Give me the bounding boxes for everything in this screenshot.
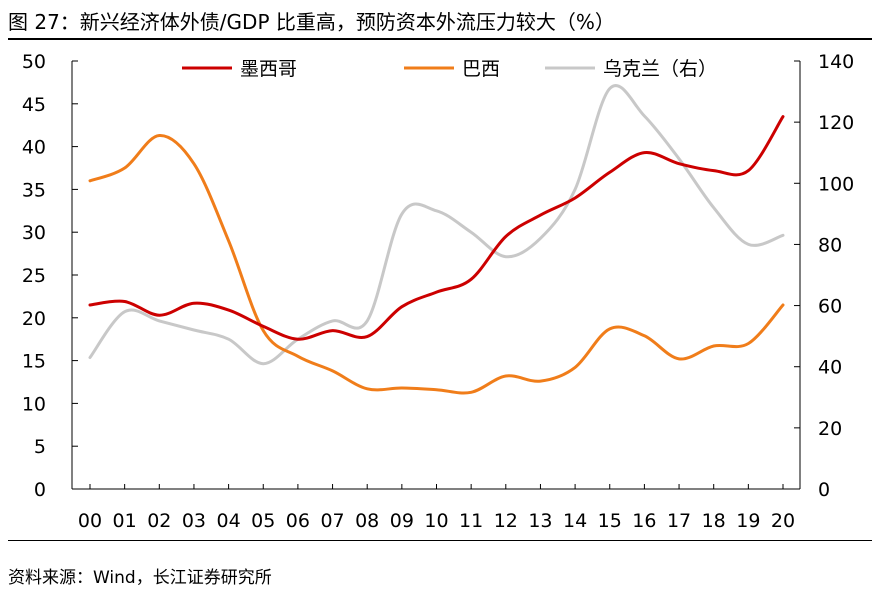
figure-title: 图 27：新兴经济体外债/GDP 比重高，预防资本外流压力较大（%） <box>8 10 615 34</box>
x-axis-tick-label: 04 <box>217 510 241 532</box>
series-line-0 <box>88 115 785 341</box>
x-axis-tick-label: 06 <box>286 510 310 532</box>
left-axis-tick-label: 45 <box>22 94 46 116</box>
line-chart: 0510152025303540455002040608010012014000… <box>22 51 854 532</box>
x-axis-tick-label: 08 <box>355 510 379 532</box>
left-axis-tick-label: 30 <box>22 222 46 244</box>
right-axis-tick-label: 100 <box>818 173 854 195</box>
x-axis-tick-label: 17 <box>667 510 691 532</box>
x-axis-tick-label: 13 <box>528 510 552 532</box>
x-axis-tick-label: 05 <box>251 510 275 532</box>
x-axis-tick-label: 09 <box>390 510 414 532</box>
x-axis-tick-label: 15 <box>598 510 622 532</box>
series-layer <box>88 84 785 395</box>
legend-label-1: 巴西 <box>462 58 500 80</box>
x-axis-tick-label: 20 <box>771 510 795 532</box>
x-axis-tick-label: 10 <box>424 510 448 532</box>
footer-rule <box>8 540 872 541</box>
left-axis-tick-label: 50 <box>22 51 46 73</box>
x-axis-tick-label: 14 <box>563 510 587 532</box>
left-axis-tick-label: 5 <box>34 436 46 458</box>
series-line-2 <box>88 84 785 366</box>
x-axis-tick-label: 11 <box>459 510 483 532</box>
x-axis-tick-label: 07 <box>320 510 344 532</box>
right-axis-tick-label: 20 <box>818 418 842 440</box>
axes-layer: 0510152025303540455002040608010012014000… <box>22 51 854 532</box>
right-axis-tick-label: 0 <box>818 479 830 501</box>
left-axis-tick-label: 15 <box>22 351 46 373</box>
left-axis-tick-label: 10 <box>22 393 46 415</box>
left-axis-tick-label: 0 <box>34 479 46 501</box>
x-axis-tick-label: 16 <box>632 510 656 532</box>
series-line-1 <box>88 134 785 395</box>
right-axis-tick-label: 60 <box>818 296 842 318</box>
left-axis-tick-label: 25 <box>22 265 46 287</box>
left-axis-tick-label: 35 <box>22 179 46 201</box>
right-axis-tick-label: 40 <box>818 357 842 379</box>
x-axis-tick-label: 01 <box>113 510 137 532</box>
right-axis-tick-label: 120 <box>818 112 854 134</box>
left-axis-tick-label: 40 <box>22 137 46 159</box>
left-axis-tick-label: 20 <box>22 308 46 330</box>
x-axis-tick-label: 00 <box>78 510 102 532</box>
source-note: 资料来源：Wind，长江证券研究所 <box>8 568 272 588</box>
title-rule <box>8 38 872 40</box>
legend-label-0: 墨西哥 <box>240 58 297 80</box>
right-axis-tick-label: 140 <box>818 51 854 73</box>
x-axis-tick-label: 12 <box>494 510 518 532</box>
x-axis-tick-label: 18 <box>702 510 726 532</box>
x-axis-tick-label: 19 <box>736 510 760 532</box>
right-axis-tick-label: 80 <box>818 234 842 256</box>
legend: 墨西哥 巴西 乌克兰（右） <box>182 58 717 80</box>
x-axis-tick-label: 02 <box>147 510 171 532</box>
legend-label-2: 乌克兰（右） <box>603 58 717 80</box>
x-axis-tick-label: 03 <box>182 510 206 532</box>
